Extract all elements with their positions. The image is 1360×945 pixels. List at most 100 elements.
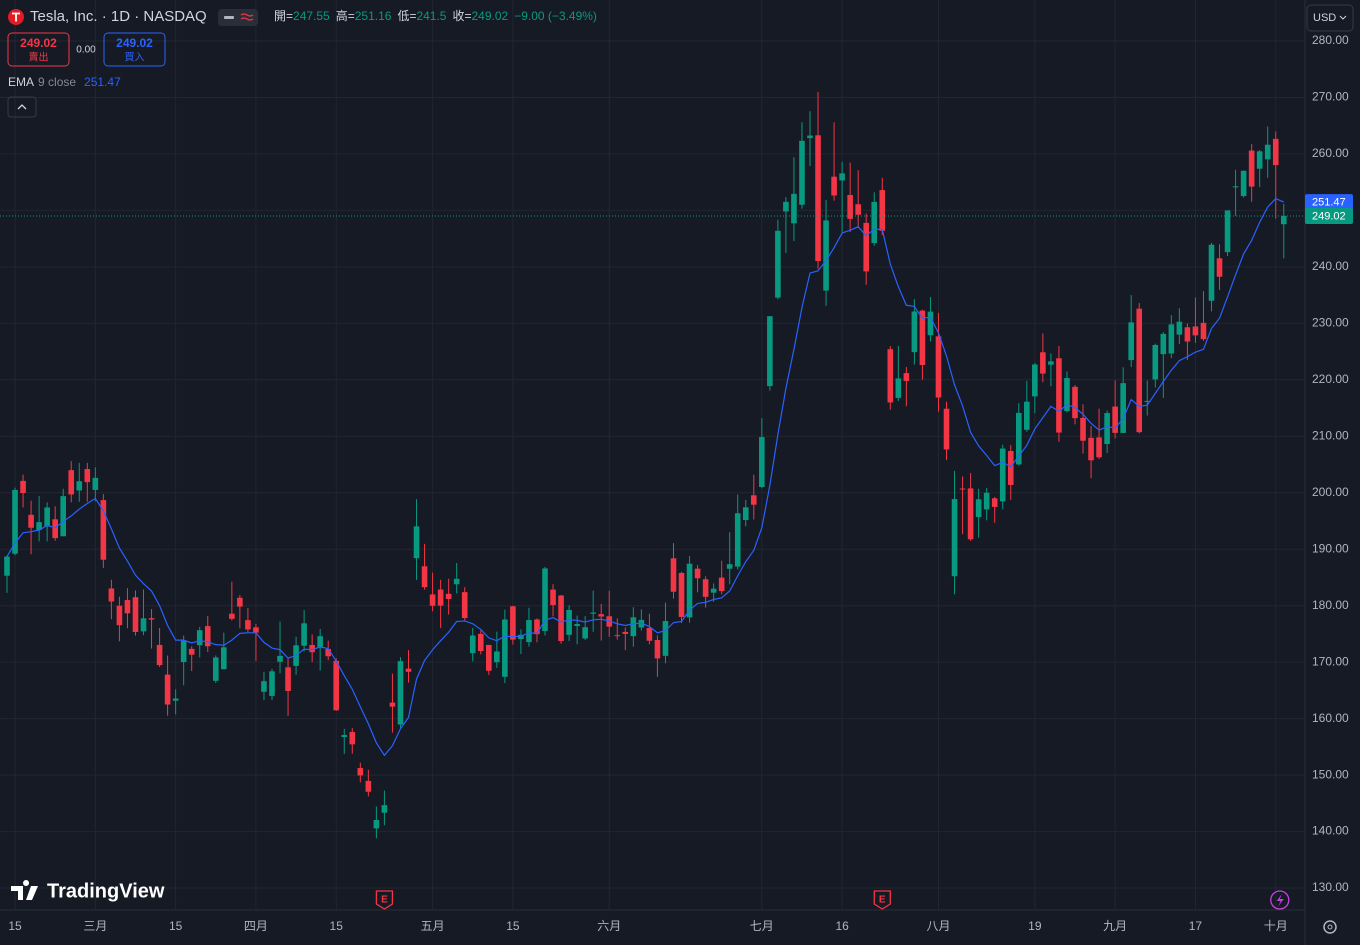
price-tag: [1305, 194, 1353, 211]
candle-body: [52, 519, 58, 539]
candle-body: [1192, 326, 1199, 336]
candle-body: [437, 589, 444, 606]
candle-body: [855, 204, 861, 215]
candle-body: [221, 647, 227, 670]
candle-body: [1104, 413, 1110, 445]
y-tick-label: 210.00: [1312, 428, 1349, 442]
candle-body: [558, 595, 564, 642]
x-tick-label: 十月: [1264, 919, 1288, 933]
candle-body: [574, 624, 580, 627]
legend-text: 251.47: [84, 75, 121, 89]
ema-line: [6, 197, 1285, 757]
y-tick-label: 200.00: [1312, 485, 1349, 499]
candle-body: [132, 597, 139, 633]
candle-body: [598, 614, 605, 617]
settings-icon: [1327, 924, 1333, 930]
candle-body: [783, 201, 789, 212]
legend-text: 241.5: [416, 9, 446, 23]
candle-body: [799, 140, 805, 205]
candle-body: [68, 470, 75, 495]
candle-body: [887, 349, 894, 403]
candle-body: [927, 311, 934, 336]
legend-text: 251.16: [355, 9, 392, 23]
candle-body: [1007, 451, 1014, 485]
y-tick-label: 140.00: [1312, 824, 1349, 838]
candle-body: [229, 613, 235, 619]
buy-price: 249.02: [116, 36, 153, 50]
candle-body: [1240, 170, 1247, 197]
candle-body: [486, 644, 492, 671]
y-tick-label: 230.00: [1312, 316, 1349, 330]
candle-body: [1184, 327, 1191, 342]
candle-body: [413, 526, 420, 559]
sell-label: 賣出: [29, 51, 49, 64]
settings-button[interactable]: [1323, 920, 1337, 934]
currency-dropdown[interactable]: [1306, 4, 1354, 32]
candle-body: [277, 655, 283, 662]
candle-body: [807, 135, 813, 139]
candle-body: [389, 702, 396, 707]
candle-body: [895, 378, 902, 398]
ohlc-legend: 開= 247.55 高= 251.16 低= 241.5 收= 249.02 −9.00 (−3…: [274, 8, 597, 23]
legend-text: 247.55: [293, 9, 330, 23]
candle-body: [28, 514, 34, 528]
candle-body: [1216, 258, 1223, 277]
candle-body: [991, 498, 998, 507]
candle-body: [1064, 378, 1070, 412]
candle-body: [108, 588, 115, 602]
candle-body: [341, 734, 348, 738]
dropdown-arrow: [1339, 15, 1347, 20]
y-tick-label: 220.00: [1312, 372, 1349, 386]
buy-button[interactable]: [103, 32, 166, 67]
candle-body: [317, 636, 323, 648]
buy-label: 買入: [125, 52, 145, 64]
candle-body: [702, 579, 709, 597]
legend-text: EMA: [8, 75, 34, 89]
sell-button[interactable]: [7, 32, 70, 67]
candle-body: [1120, 383, 1126, 433]
candle-body: [510, 606, 516, 640]
candle-body: [614, 635, 621, 637]
candle-body: [911, 311, 918, 353]
candle-body: [999, 448, 1006, 502]
candle-body: [847, 194, 853, 219]
candle-body: [742, 507, 749, 521]
x-tick-label: 八月: [926, 919, 950, 933]
candle-body: [1080, 417, 1086, 441]
candle-body: [164, 674, 171, 705]
status-badge[interactable]: [218, 9, 258, 26]
candle-body: [1272, 138, 1279, 166]
earnings-marker: [375, 890, 394, 910]
candle-body: [1152, 344, 1159, 380]
candle-body: [879, 190, 886, 231]
collapse-button[interactable]: [7, 96, 37, 118]
candle-body: [204, 626, 211, 647]
candle-body: [156, 644, 163, 666]
candle-body: [285, 667, 291, 691]
candle-body: [1208, 244, 1215, 301]
candle-body: [76, 481, 83, 491]
x-tick-label: 四月: [244, 919, 268, 933]
candle-body: [871, 201, 878, 244]
candle-body: [582, 627, 588, 639]
candle-body: [815, 135, 821, 262]
candle-body: [726, 564, 733, 569]
candle-body: [1248, 150, 1255, 187]
candle-body: [245, 620, 251, 630]
candle-body: [1128, 322, 1134, 361]
candle-body: [1136, 308, 1143, 433]
legend-text: 249.02: [472, 9, 509, 23]
candle-body: [1096, 437, 1102, 458]
candle-body: [710, 588, 717, 593]
candle-body: [253, 627, 259, 633]
candle-body: [959, 488, 966, 490]
candle-body: [1160, 333, 1167, 355]
x-tick-label: 15: [169, 919, 183, 933]
candle-body: [309, 644, 315, 653]
status-icon: [240, 13, 254, 21]
candle-body: [831, 176, 837, 196]
candle-body: [502, 619, 508, 677]
candle-body: [750, 495, 757, 505]
candle-body: [767, 316, 773, 387]
